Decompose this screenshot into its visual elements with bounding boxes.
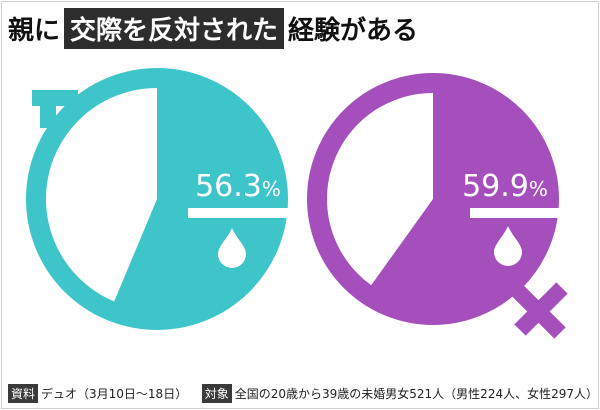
target-tag: 対象 — [201, 383, 232, 403]
footer: 資料 デュオ（3月10日〜18日） 対象 全国の20歳から39歳の未婚男女521… — [8, 382, 598, 404]
male-arrowhead-icon — [32, 90, 78, 128]
source-tag: 資料 — [8, 383, 39, 403]
title-prefix: 親に — [8, 15, 61, 46]
page-title: 親に 交際を反対された 経験がある — [8, 7, 419, 49]
female-bar-decoration — [470, 208, 572, 218]
female-value-number: 59.9 — [462, 169, 529, 204]
female-cross-icon — [509, 282, 568, 339]
title-suffix: 経験がある — [288, 15, 419, 46]
target-text: 全国の20歳から39歳の未婚男女521人（男性224人、女性297人） — [234, 386, 598, 401]
male-drop-icon — [218, 228, 246, 268]
male-value-label: 56.3% — [195, 169, 281, 204]
male-value-unit: % — [262, 177, 281, 201]
female-chart: 59.9% — [307, 73, 572, 339]
title-highlight: 交際を反対された — [64, 7, 285, 49]
female-value-label: 59.9% — [462, 169, 548, 204]
male-chart: 56.3% — [26, 68, 290, 330]
female-value-unit: % — [529, 177, 548, 201]
male-bar-decoration — [188, 208, 290, 218]
male-value-number: 56.3 — [195, 169, 262, 204]
female-drop-icon — [494, 226, 522, 266]
source-text: デュオ（3月10日〜18日） — [41, 386, 188, 401]
